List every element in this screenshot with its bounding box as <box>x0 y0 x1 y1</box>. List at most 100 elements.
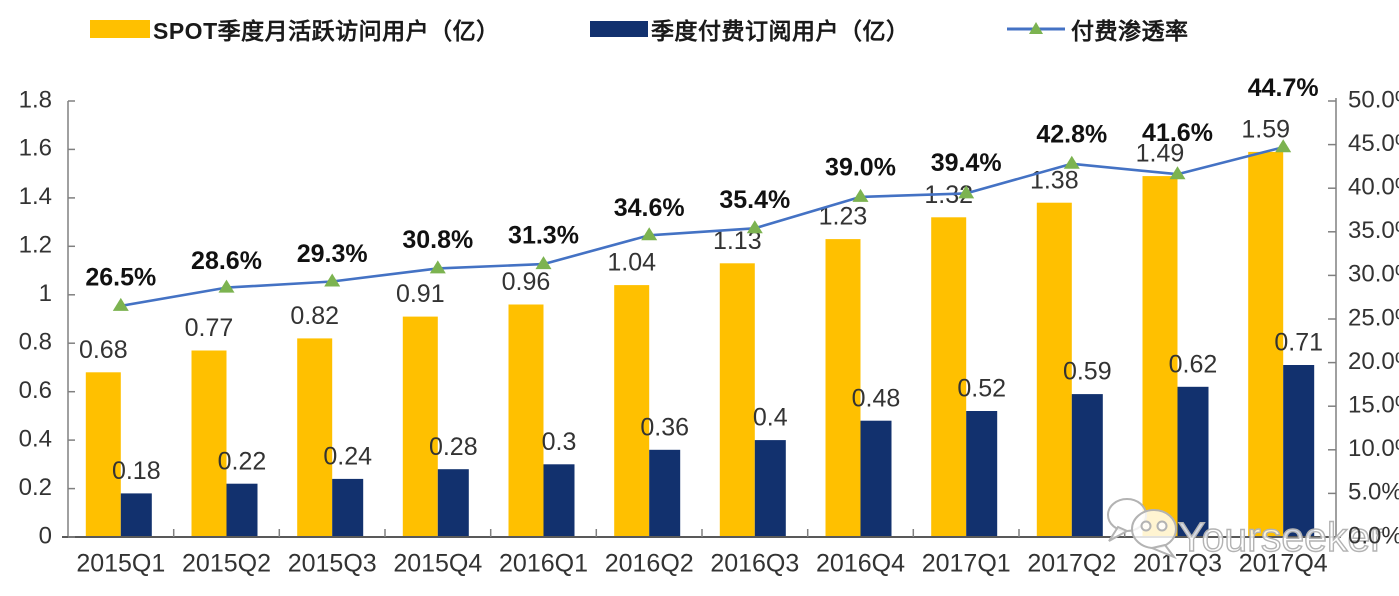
x-axis-category-label: 2015Q3 <box>288 550 377 578</box>
watermark: Yourseeker <box>1107 498 1385 561</box>
right-axis-tick-label: 10.0% <box>1348 435 1399 462</box>
legend-item-subscribers: 季度付费订阅用户（亿） <box>590 14 910 44</box>
bar-mau <box>1248 151 1284 537</box>
x-axis-category-label: 2015Q4 <box>393 550 482 578</box>
bar-value-label: 0.91 <box>396 280 445 308</box>
penetration-value-label: 30.8% <box>402 226 473 254</box>
penetration-value-label: 26.5% <box>85 264 156 292</box>
x-axis-category-label: 2015Q2 <box>182 550 271 578</box>
line-marker-triangle <box>324 273 341 287</box>
bar-mau <box>297 338 333 537</box>
right-axis-tick-label: 50.0% <box>1348 86 1399 113</box>
right-axis-tick-label: 30.0% <box>1348 261 1399 288</box>
bar-subscribers <box>1071 394 1103 537</box>
left-axis-tick-label: 1 <box>39 280 52 307</box>
bar-value-label: 0.3 <box>542 428 577 456</box>
bar-value-label: 1.04 <box>607 249 656 277</box>
bar-mau <box>825 239 861 537</box>
x-axis-category-label: 2016Q3 <box>710 550 799 578</box>
bar-mau <box>85 372 121 537</box>
bar-value-label: 0.59 <box>1063 358 1112 386</box>
x-axis-category-label: 2017Q1 <box>922 550 1011 578</box>
penetration-value-label: 35.4% <box>719 186 790 214</box>
bar-value-label: 0.68 <box>79 336 128 364</box>
legend-label-penetration: 付费渗透率 <box>1071 18 1189 44</box>
bar-mau <box>191 350 227 537</box>
line-marker-triangle <box>746 220 763 234</box>
line-marker-triangle <box>1063 155 1080 169</box>
x-axis-category-label: 2016Q1 <box>499 550 588 578</box>
legend-item-penetration: 付费渗透率 <box>1007 14 1189 44</box>
line-marker-triangle <box>852 188 869 202</box>
bar-value-label: 0.22 <box>218 447 267 475</box>
subscribers-bar-swatch <box>590 21 648 37</box>
left-axis-tick-label: 1.4 <box>19 183 52 210</box>
bar-value-label: 0.62 <box>1169 350 1218 378</box>
line-marker-triangle <box>1169 166 1186 180</box>
penetration-value-label: 34.6% <box>614 194 685 222</box>
right-axis-tick-label: 0.0% <box>1348 522 1399 549</box>
penetration-value-label: 41.6% <box>1142 119 1213 147</box>
line-marker-triangle <box>641 227 658 241</box>
line-marker-triangle <box>1275 139 1292 153</box>
chart-legend: SPOT季度月活跃访问用户（亿） 季度付费订阅用户（亿） 付费渗透率 <box>0 0 1399 60</box>
bar-subscribers <box>966 411 998 537</box>
right-axis-tick-label: 45.0% <box>1348 130 1399 157</box>
right-axis-tick-label: 20.0% <box>1348 348 1399 375</box>
bar-subscribers <box>543 464 575 537</box>
bar-subscribers <box>754 440 786 537</box>
left-axis-tick-label: 0.8 <box>19 329 52 356</box>
bar-value-label: 0.18 <box>112 457 161 485</box>
penetration-value-label: 29.3% <box>297 240 368 268</box>
bar-subscribers <box>1177 386 1209 537</box>
mau-bar-swatch <box>90 20 150 38</box>
penetration-value-label: 31.3% <box>508 222 579 250</box>
right-axis-tick-label: 40.0% <box>1348 174 1399 201</box>
right-axis-tick-label: 25.0% <box>1348 304 1399 331</box>
x-axis-category-label: 2015Q1 <box>76 550 165 578</box>
bar-value-label: 0.82 <box>290 302 339 330</box>
penetration-value-label: 39.4% <box>931 149 1002 177</box>
bar-value-label: 0.48 <box>852 384 901 412</box>
bar-value-label: 0.77 <box>185 314 234 342</box>
left-axis-tick-label: 1.6 <box>19 135 52 162</box>
bar-value-label: 0.71 <box>1274 329 1323 357</box>
bar-mau <box>931 217 967 538</box>
bar-subscribers <box>1283 365 1315 537</box>
bar-mau <box>614 285 650 537</box>
bar-mau <box>1036 202 1072 537</box>
bar-mau <box>508 304 544 537</box>
legend-label-mau: SPOT季度月活跃访问用户（亿） <box>153 18 500 44</box>
bar-mau <box>402 316 438 537</box>
legend-item-mau: SPOT季度月活跃访问用户（亿） <box>90 14 500 44</box>
bar-value-label: 1.59 <box>1241 116 1290 144</box>
line-marker-triangle <box>429 260 446 274</box>
watermark-text: Yourseeker <box>1178 514 1384 560</box>
bar-subscribers <box>120 493 152 537</box>
bar-value-label: 1.49 <box>1136 140 1185 168</box>
left-axis-tick-label: 0.2 <box>19 474 52 501</box>
bar-value-label: 0.52 <box>957 375 1006 403</box>
bar-subscribers <box>226 483 258 537</box>
penetration-line <box>120 145 1284 308</box>
penetration-value-label: 28.6% <box>191 247 262 275</box>
left-axis-tick-label: 0 <box>39 522 52 549</box>
x-axis-category-label: 2017Q3 <box>1133 550 1222 578</box>
line-marker-triangle <box>112 297 129 311</box>
penetration-value-label: 39.0% <box>825 154 896 182</box>
bar-value-label: 0.96 <box>502 268 551 296</box>
legend-label-subscribers: 季度付费订阅用户（亿） <box>651 18 910 44</box>
bar-value-label: 0.24 <box>323 443 372 471</box>
left-axis-tick-label: 1.8 <box>19 86 52 113</box>
x-axis-category-label: 2016Q4 <box>816 550 905 578</box>
bar-value-label: 0.36 <box>640 413 689 441</box>
penetration-value-label: 44.7% <box>1248 74 1319 102</box>
left-axis-tick-label: 0.4 <box>19 425 52 452</box>
bar-mau <box>719 263 755 537</box>
left-axis-tick-label: 0.6 <box>19 377 52 404</box>
penetration-value-label: 42.8% <box>1036 120 1107 148</box>
penetration-line-swatch <box>1007 22 1065 34</box>
x-axis-category-label: 2017Q2 <box>1027 550 1116 578</box>
